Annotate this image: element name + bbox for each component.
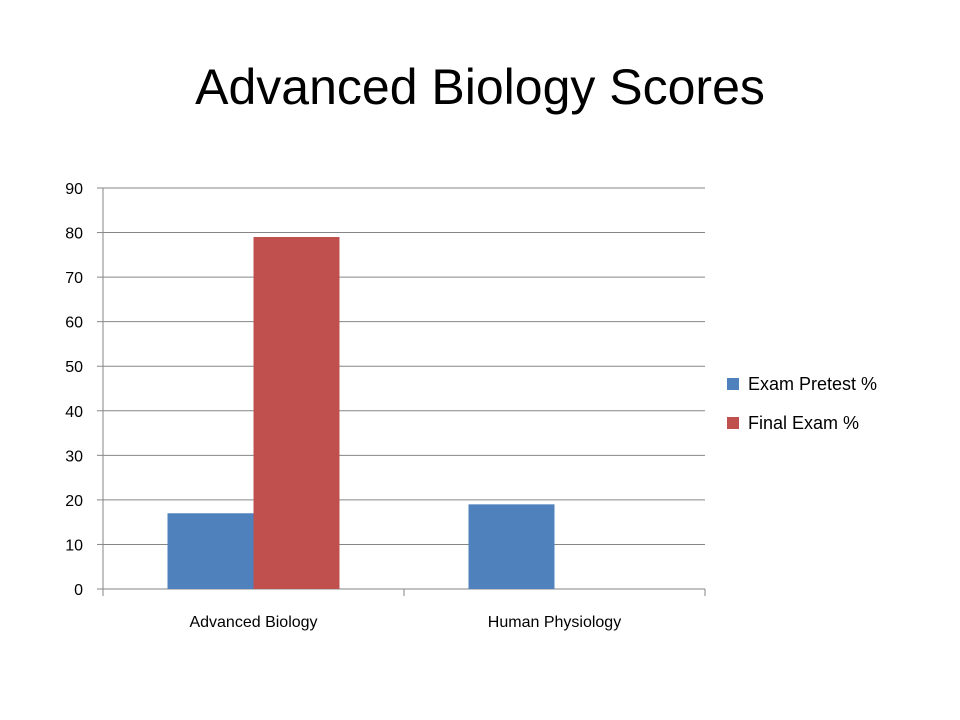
x-tick-labels: Advanced Biology Human Physiology [189,614,621,631]
bars [167,237,555,589]
y-tick-label: 50 [65,359,83,376]
y-tick-labels: 0 10 20 30 40 50 60 70 80 90 [65,181,83,599]
bar-pretest-0 [167,513,254,589]
x-tick-label: Human Physiology [488,614,621,631]
y-tick-label: 10 [65,537,83,554]
y-tick-label: 0 [74,582,83,599]
legend: Exam Pretest % Final Exam % [727,374,877,433]
y-tick-label: 60 [65,315,83,332]
y-tick-label: 30 [65,448,83,465]
gridlines [97,187,705,590]
x-tick-label: Advanced Biology [189,614,317,631]
legend-label: Final Exam % [748,413,859,433]
y-tick-label: 40 [65,404,83,421]
legend-label: Exam Pretest % [748,374,877,394]
legend-swatch [727,378,739,390]
y-tick-label: 80 [65,226,83,243]
slide-title: Advanced Biology Scores [195,59,765,115]
y-tick-label: 70 [65,270,83,287]
legend-swatch [727,417,739,429]
y-tick-label: 90 [65,181,83,198]
bar-pretest-1 [468,504,555,589]
y-tick-label: 20 [65,493,83,510]
bar-final-0 [253,237,340,589]
